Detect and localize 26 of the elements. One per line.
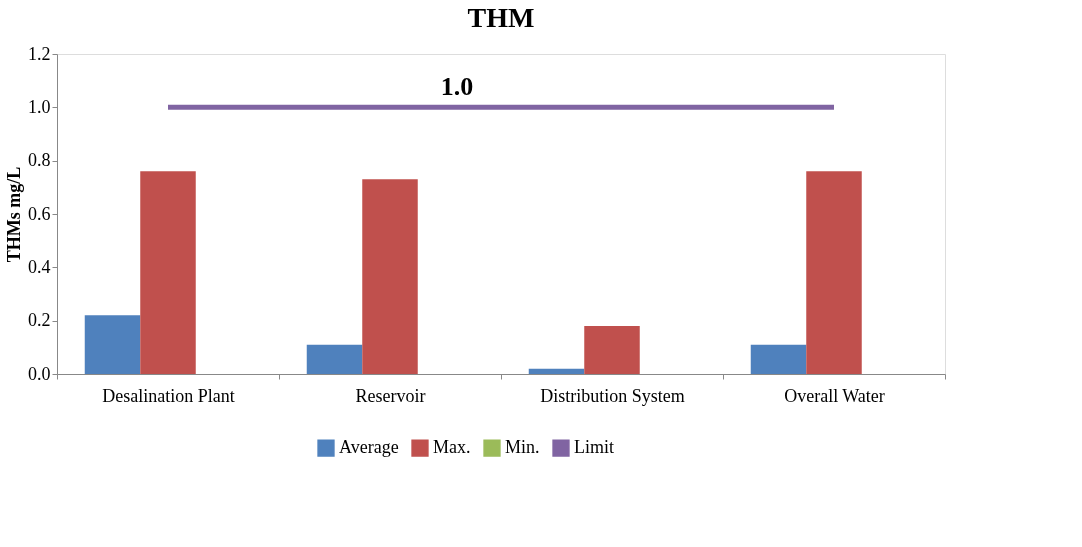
annotation: 1.0 <box>440 72 474 102</box>
x-tick-label: Distribution System <box>540 385 685 406</box>
y-axis-title: THMs mg/L <box>4 166 24 263</box>
y-tick-label: 1.0 <box>28 96 51 117</box>
bar <box>306 344 363 374</box>
bar <box>806 171 862 374</box>
bar <box>362 179 418 374</box>
y-tick-label: 0.2 <box>28 310 51 331</box>
y-tick-label: 0.8 <box>28 150 51 171</box>
legend-label: Max. <box>433 437 471 458</box>
legend-label: Limit <box>574 437 614 458</box>
bar <box>750 344 807 374</box>
x-tick-label: Overall Water <box>784 385 885 406</box>
bar <box>584 326 640 374</box>
chart-title: THM <box>467 2 535 33</box>
x-tick-label: Desalination Plant <box>102 385 235 406</box>
y-tick-label: 0.6 <box>28 203 51 224</box>
bar <box>84 315 141 374</box>
x-tick-label: Reservoir <box>355 385 426 406</box>
bar <box>140 171 196 374</box>
y-tick-label: 0.0 <box>28 363 51 384</box>
y-tick-label: 1.2 <box>28 43 51 64</box>
bar <box>528 368 585 374</box>
legend-label: Average <box>339 437 399 458</box>
y-tick-label: 0.4 <box>28 256 51 277</box>
legend-label: Min. <box>505 437 540 458</box>
